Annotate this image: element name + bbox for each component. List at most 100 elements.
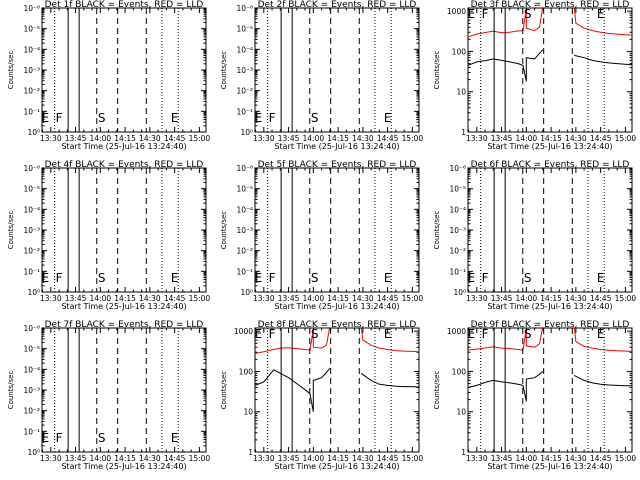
y-tick-label: 10⁰ — [240, 128, 253, 137]
x-tick-label: 13:30 — [253, 454, 275, 463]
x-tick-label: 14:00 — [516, 294, 538, 303]
x-tick-label: 14:30 — [352, 134, 374, 143]
y-tick-label: 10⁻² — [236, 247, 253, 256]
x-tick-label: 13:30 — [466, 294, 488, 303]
marker-label: F — [269, 271, 276, 285]
x-tick-label: 14:30 — [139, 294, 161, 303]
marker-label: E — [255, 111, 263, 125]
plot-frame — [254, 327, 420, 453]
y-tick-label: 10⁻⁶ — [23, 4, 40, 13]
y-tick-label: 10⁻³ — [23, 66, 40, 75]
y-axis-label: Counts/sec — [7, 211, 15, 250]
y-tick-label: 10⁻¹ — [23, 267, 40, 276]
y-tick-label: 10⁻² — [236, 87, 253, 96]
marker-label: E — [42, 271, 50, 285]
plot-frame — [41, 7, 207, 133]
x-tick-label: 14:30 — [352, 454, 374, 463]
y-tick-label: 10⁻¹ — [449, 267, 466, 276]
x-axis-label: Start Time (25-Jul-16 13:24:40) — [487, 142, 612, 151]
lld-series-line — [360, 328, 419, 353]
x-axis-label: Start Time (25-Jul-16 13:24:40) — [61, 302, 186, 311]
chart-panel-9: Det 9f BLACK = Events, RED = LLD 1 10 100 10… — [433, 320, 636, 471]
chart-title: Det 6f BLACK = Events, RED = LLD — [471, 160, 630, 170]
chart-title: Det 3f BLACK = Events, RED = LLD — [471, 0, 630, 10]
x-tick-label: 15:00 — [615, 294, 637, 303]
series-group — [255, 328, 419, 412]
x-tick-label: 14:00 — [303, 454, 325, 463]
x-tick-label: 14:15 — [114, 454, 136, 463]
y-tick-label: 10⁻² — [23, 247, 40, 256]
y-tick-label: 10⁻³ — [236, 66, 253, 75]
x-tick-label: 14:45 — [590, 454, 612, 463]
x-axis-label: Start Time (25-Jul-16 13:24:40) — [274, 462, 399, 471]
y-tick-label: 10⁻⁶ — [23, 324, 40, 333]
marker-label: S — [311, 111, 319, 125]
x-tick-label: 15:00 — [615, 454, 637, 463]
marker-label: S — [311, 327, 319, 341]
marker-label: F — [269, 111, 276, 125]
y-tick-label: 10 — [243, 408, 253, 417]
y-tick-label: 10⁻⁵ — [23, 25, 40, 34]
marker-label: E — [468, 7, 476, 21]
plot-frame — [467, 327, 633, 453]
y-axis-label: Counts/sec — [433, 51, 441, 90]
marker-label: E — [255, 271, 263, 285]
marker-label: F — [56, 271, 63, 285]
chart-panel-6: Det 6f BLACK = Events, RED = LLD 10⁰ 10⁻¹ 1… — [433, 160, 636, 311]
marker-label: E — [597, 327, 605, 341]
series-group — [468, 328, 632, 402]
y-axis-label: Counts/sec — [433, 371, 441, 410]
x-tick-label: 14:15 — [327, 294, 349, 303]
x-tick-label: 14:30 — [565, 294, 587, 303]
y-tick-label: 10 — [456, 88, 466, 97]
y-tick-label: 10⁻⁵ — [23, 185, 40, 194]
marker-label: F — [482, 327, 489, 341]
marker-label: E — [42, 431, 50, 445]
marker-label: E — [255, 327, 263, 341]
marker-label: E — [597, 271, 605, 285]
y-tick-label: 10⁻⁴ — [23, 45, 40, 54]
marker-label: S — [98, 271, 106, 285]
x-tick-label: 14:30 — [139, 134, 161, 143]
x-tick-label: 13:30 — [40, 134, 62, 143]
y-tick-label: 10⁻³ — [449, 226, 466, 235]
marker-label: S — [524, 7, 532, 21]
lld-series-line — [573, 8, 632, 36]
chart-panel-4: Det 4f BLACK = Events, RED = LLD 10⁰ 10⁻¹ 1… — [7, 160, 210, 311]
y-axis-label: Counts/sec — [220, 51, 228, 90]
y-tick-label: 1000 — [234, 327, 253, 336]
x-tick-label: 13:30 — [40, 454, 62, 463]
marker-label: S — [98, 111, 106, 125]
x-tick-label: 14:00 — [303, 134, 325, 143]
marker-label: E — [384, 271, 392, 285]
marker-label: E — [42, 111, 50, 125]
x-tick-label: 14:15 — [540, 134, 562, 143]
y-tick-label: 10⁻³ — [23, 386, 40, 395]
x-tick-label: 13:45 — [491, 294, 513, 303]
x-tick-label: 14:30 — [565, 454, 587, 463]
y-tick-label: 10⁻⁶ — [236, 164, 253, 173]
lld-series-line — [468, 328, 544, 351]
marker-label: S — [524, 271, 532, 285]
series-group — [468, 8, 632, 82]
plot-frame — [254, 167, 420, 293]
y-tick-label: 10⁻¹ — [236, 267, 253, 276]
x-tick-label: 15:00 — [402, 134, 424, 143]
x-tick-label: 13:30 — [466, 134, 488, 143]
x-tick-label: 13:45 — [65, 454, 87, 463]
y-tick-label: 10⁻² — [23, 87, 40, 96]
chart-panel-8: Det 8f BLACK = Events, RED = LLD 1 10 100 10… — [220, 320, 423, 471]
x-tick-label: 14:30 — [352, 294, 374, 303]
y-axis-label: Counts/sec — [220, 371, 228, 410]
y-tick-label: 10⁻⁶ — [23, 164, 40, 173]
y-tick-label: 10⁻⁵ — [449, 185, 466, 194]
x-tick-label: 14:00 — [516, 454, 538, 463]
y-tick-label: 100 — [452, 47, 467, 56]
y-tick-label: 10⁻⁴ — [23, 205, 40, 214]
x-tick-label: 14:15 — [540, 454, 562, 463]
x-tick-label: 13:30 — [253, 294, 275, 303]
x-tick-label: 14:45 — [164, 454, 186, 463]
x-tick-label: 15:00 — [189, 134, 211, 143]
x-tick-label: 13:45 — [491, 134, 513, 143]
marker-label: S — [98, 431, 106, 445]
